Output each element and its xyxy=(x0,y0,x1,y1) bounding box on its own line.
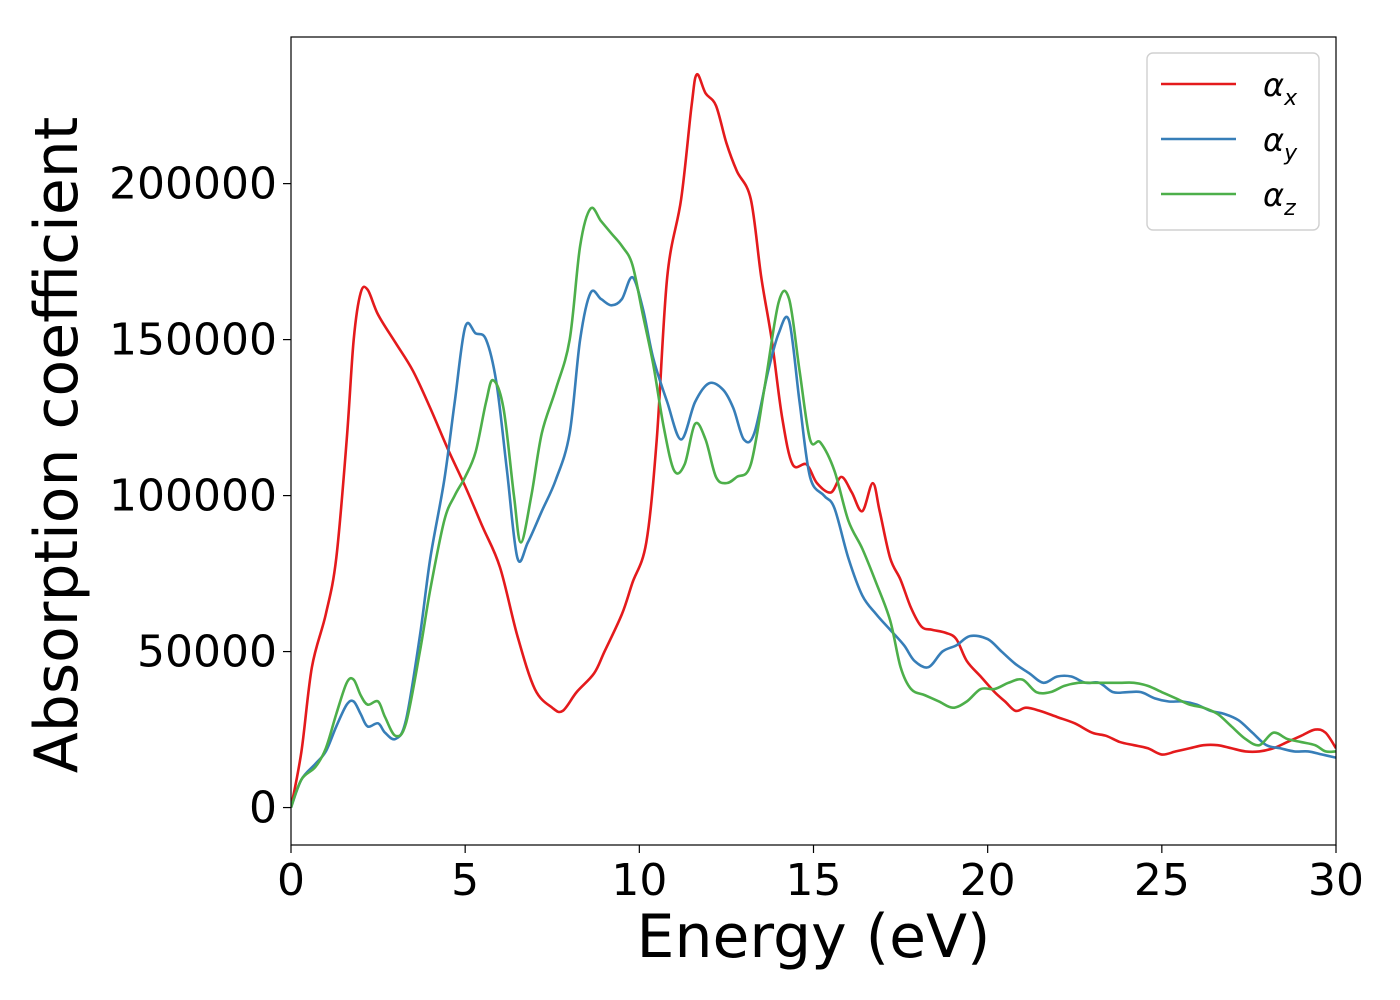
series-layer xyxy=(291,73,1336,809)
legend-label-symbol: α xyxy=(1263,66,1284,104)
x-tick-label: 15 xyxy=(786,855,842,906)
y-tick-label: 100000 xyxy=(109,471,277,522)
x-tick-label: 0 xyxy=(277,855,305,906)
x-tick-label: 30 xyxy=(1308,855,1364,906)
legend-label-subscript: y xyxy=(1283,141,1298,166)
legend-label: αy xyxy=(1263,121,1298,166)
legend-label-subscript: x xyxy=(1283,86,1298,111)
legend-box xyxy=(1146,52,1320,231)
x-axis: 0 5 10 15 20 25 30 xyxy=(277,845,1364,906)
legend-label: αz xyxy=(1263,176,1296,221)
y-axis-label: Absorption coefficient xyxy=(22,117,92,774)
legend-label: αx xyxy=(1263,66,1298,111)
series-line-y xyxy=(291,275,1336,809)
legend-label-symbol: α xyxy=(1263,121,1284,159)
x-tick-label: 10 xyxy=(611,855,667,906)
series-line-z xyxy=(291,206,1336,809)
x-tick-label: 25 xyxy=(1134,855,1190,906)
y-tick-label: 0 xyxy=(249,783,277,834)
x-tick-label: 5 xyxy=(451,855,479,906)
y-tick-label: 150000 xyxy=(109,315,277,366)
legend-label-symbol: α xyxy=(1263,176,1284,214)
y-tick-label: 50000 xyxy=(137,627,277,678)
series-line-x xyxy=(291,73,1336,808)
legend-label-subscript: z xyxy=(1283,196,1296,221)
x-tick-label: 20 xyxy=(960,855,1016,906)
y-tick-label: 200000 xyxy=(109,159,277,210)
y-axis: 0 50000 100000 150000 200000 xyxy=(109,159,291,834)
x-axis-label: Energy (eV) xyxy=(637,902,991,972)
